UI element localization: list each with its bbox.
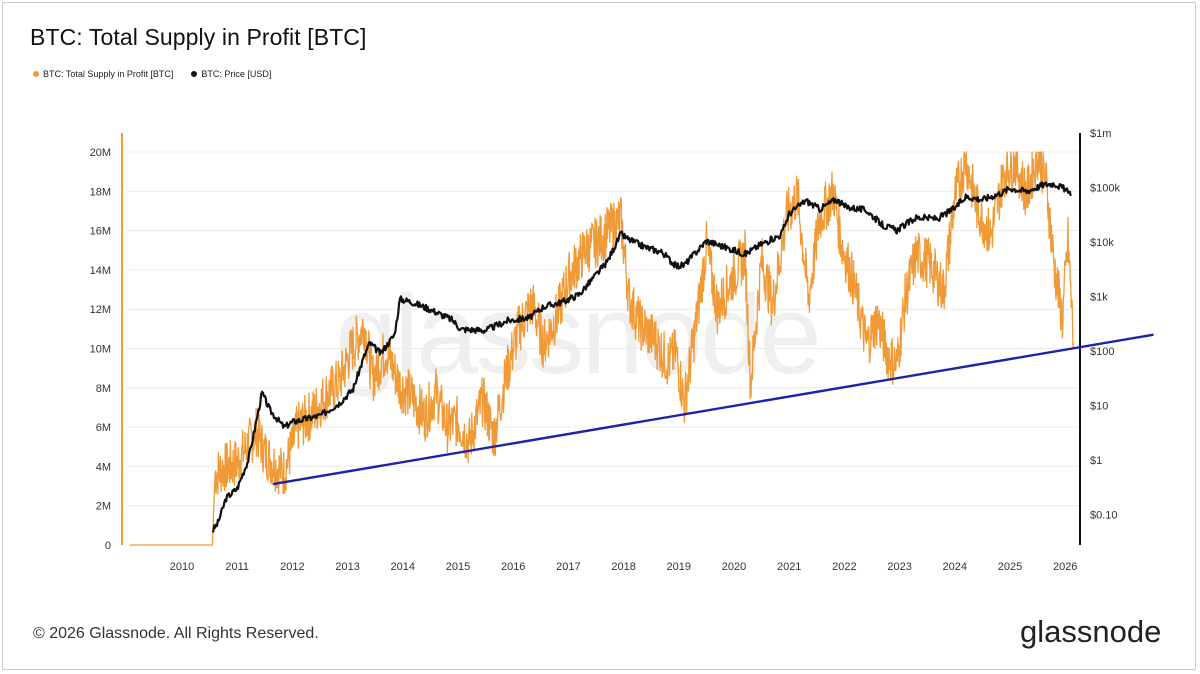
y-left-tick-label: 0 [105,540,111,552]
series-line-btc-price [211,181,1072,533]
legend: BTC: Total Supply in Profit [BTC] BTC: P… [33,69,271,79]
legend-swatch-price [191,71,198,77]
right-axis: $0.10 $1 $10 $100 $1k $10k $100k $1m [1079,128,1120,545]
y-right-tick-label: $0.10 [1090,510,1118,522]
y-right-tick-label: $1k [1090,292,1108,304]
x-tick-label: 2019 [667,561,691,573]
y-left-tick-label: 4M [96,461,111,473]
x-tick-label: 2010 [170,561,194,573]
legend-item-supply[interactable]: BTC: Total Supply in Profit [BTC] [33,69,173,79]
legend-item-price[interactable]: BTC: Price [USD] [191,69,271,79]
y-left-tick-label: 16M [90,226,111,238]
legend-label-supply: BTC: Total Supply in Profit [BTC] [43,69,174,79]
y-left-tick-label: 14M [90,265,111,277]
trendline [272,333,1154,486]
y-right-tick-label: $10 [1090,401,1108,413]
x-tick-label: 2022 [832,561,856,573]
legend-label-price: BTC: Price [USD] [201,69,272,79]
y-right-tick-label: $100 [1090,346,1114,358]
x-tick-label: 2011 [225,561,249,573]
x-tick-label: 2016 [501,561,525,573]
x-tick-label: 2023 [887,561,911,573]
x-tick-label: 2014 [391,561,415,573]
copyright-text: © 2026 Glassnode. All Rights Reserved. [33,625,319,642]
y-right-tick-label: $100k [1090,183,1120,195]
x-tick-label: 2015 [446,561,470,573]
y-left-tick-label: 20M [90,147,111,159]
x-tick-label: 2013 [335,561,359,573]
y-left-tick-label: 12M [90,304,111,316]
y-right-tick-label: $10k [1090,237,1114,249]
y-right-tick-label: $1 [1090,455,1102,467]
x-tick-label: 2024 [943,561,967,573]
y-right-tick-label: $1m [1090,128,1111,140]
y-left-tick-label: 8M [96,383,111,395]
x-tick-label: 2026 [1053,561,1077,573]
x-tick-label: 2012 [280,561,304,573]
x-axis: 2010 2011 2012 2013 2014 2015 2016 2017 2018 2019… [170,561,1078,573]
x-tick-label: 2025 [998,561,1022,573]
x-tick-label: 2021 [777,561,801,573]
y-left-tick-label: 18M [90,186,111,198]
left-axis: 0 2M 4M 6M 8M 10M 12M 14M 16M 18M 20M [90,133,123,552]
chart-title: BTC: Total Supply in Profit [BTC] [30,24,367,50]
y-left-tick-label: 2M [96,501,111,513]
y-left-tick-label: 10M [90,344,111,356]
series-layer [129,151,1154,546]
x-tick-label: 2018 [611,561,635,573]
glassnode-logo[interactable]: glassnode [1020,614,1162,649]
y-left-tick-label: 6M [96,422,111,434]
x-tick-label: 2017 [556,561,580,573]
series-line-supply-in-profit [129,151,1075,546]
x-tick-label: 2020 [722,561,746,573]
legend-swatch-supply [33,71,39,77]
